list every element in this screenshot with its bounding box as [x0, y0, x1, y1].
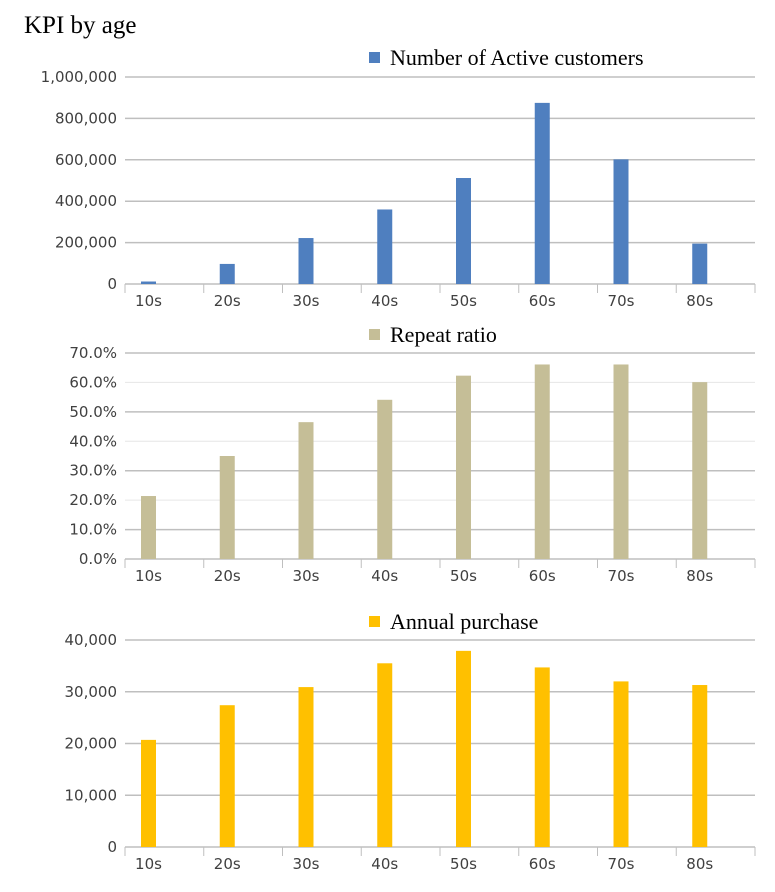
x-tick-label: 60s	[529, 855, 556, 873]
y-tick-label: 200,000	[55, 234, 117, 252]
x-tick-label: 40s	[371, 855, 398, 873]
page-title: KPI by age	[24, 12, 137, 39]
bar	[534, 102, 550, 284]
x-tick-label: 50s	[450, 567, 477, 585]
y-tick-label: 600,000	[55, 151, 117, 169]
bar	[298, 687, 314, 847]
bar	[456, 178, 471, 284]
y-tick-label: 0.0%	[79, 550, 117, 568]
bar	[692, 382, 708, 559]
bar	[377, 399, 393, 559]
bar	[613, 364, 629, 559]
y-tick-label: 30.0%	[69, 462, 117, 480]
chart-1: 0 200,000 400,000 600,000 800,000 1,000,000 10…	[41, 45, 756, 310]
x-tick-label: 10s	[135, 567, 162, 585]
y-tick-label: 10,000	[65, 786, 118, 804]
bar	[534, 667, 550, 847]
y-tick-label: 20.0%	[69, 491, 117, 509]
legend-swatch	[369, 329, 380, 340]
y-tick-label: 1,000,000	[41, 68, 117, 86]
x-tick-label: 50s	[450, 292, 477, 310]
y-tick-label: 30,000	[65, 683, 118, 701]
x-tick-label: 10s	[135, 855, 162, 873]
bar	[141, 496, 156, 559]
y-tick-label: 800,000	[55, 109, 117, 127]
chart-2: 0.0% 10.0% 20.0% 30.0% 40.0% 50.0% 60.0% 70.0% 1…	[69, 322, 756, 585]
bar	[613, 159, 629, 284]
y-tick-label: 50.0%	[69, 403, 117, 421]
x-tick-label: 10s	[135, 292, 162, 310]
x-tick-label: 70s	[608, 292, 635, 310]
x-tick-label: 70s	[608, 855, 635, 873]
bar	[377, 209, 393, 284]
x-tick-label: 80s	[686, 567, 713, 585]
x-tick-label: 80s	[686, 855, 713, 873]
bar	[298, 422, 314, 559]
legend-label: Number of Active customers	[390, 45, 644, 70]
legend-label: Annual purchase	[390, 609, 538, 634]
x-tick-label: 40s	[371, 292, 398, 310]
x-tick-label: 60s	[529, 567, 556, 585]
x-tick-label: 70s	[608, 567, 635, 585]
chart-3: 0 10,000 20,000 30,000 40,000 10s 20s 30s 40s 50s…	[65, 609, 756, 873]
x-tick-label: 30s	[293, 292, 320, 310]
x-tick-label: 40s	[371, 567, 398, 585]
y-tick-label: 10.0%	[69, 521, 117, 539]
legend-swatch	[369, 52, 380, 63]
bar	[692, 685, 708, 847]
y-tick-label: 400,000	[55, 192, 117, 210]
x-tick-label: 20s	[214, 855, 241, 873]
y-tick-label: 20,000	[65, 735, 118, 753]
x-tick-label: 80s	[686, 292, 713, 310]
x-tick-label: 60s	[529, 292, 556, 310]
legend-swatch	[369, 616, 380, 627]
bar	[219, 705, 235, 847]
bar	[534, 364, 550, 559]
bar	[456, 375, 471, 559]
x-tick-label: 50s	[450, 855, 477, 873]
bar	[377, 663, 393, 847]
bar	[692, 243, 708, 284]
y-tick-label: 60.0%	[69, 373, 117, 391]
bar	[141, 281, 156, 284]
y-tick-label: 0	[107, 275, 117, 293]
y-tick-label: 0	[107, 838, 117, 856]
y-tick-label: 40.0%	[69, 432, 117, 450]
bar	[219, 456, 235, 559]
bar	[456, 650, 471, 847]
y-tick-label: 70.0%	[69, 344, 117, 362]
x-tick-label: 30s	[293, 855, 320, 873]
x-tick-label: 20s	[214, 567, 241, 585]
x-tick-label: 30s	[293, 567, 320, 585]
bar	[613, 681, 629, 847]
x-tick-label: 20s	[214, 292, 241, 310]
bar	[219, 263, 235, 284]
y-tick-label: 40,000	[65, 631, 118, 649]
bar	[298, 238, 314, 284]
legend-label: Repeat ratio	[390, 322, 497, 347]
bar	[141, 739, 156, 847]
